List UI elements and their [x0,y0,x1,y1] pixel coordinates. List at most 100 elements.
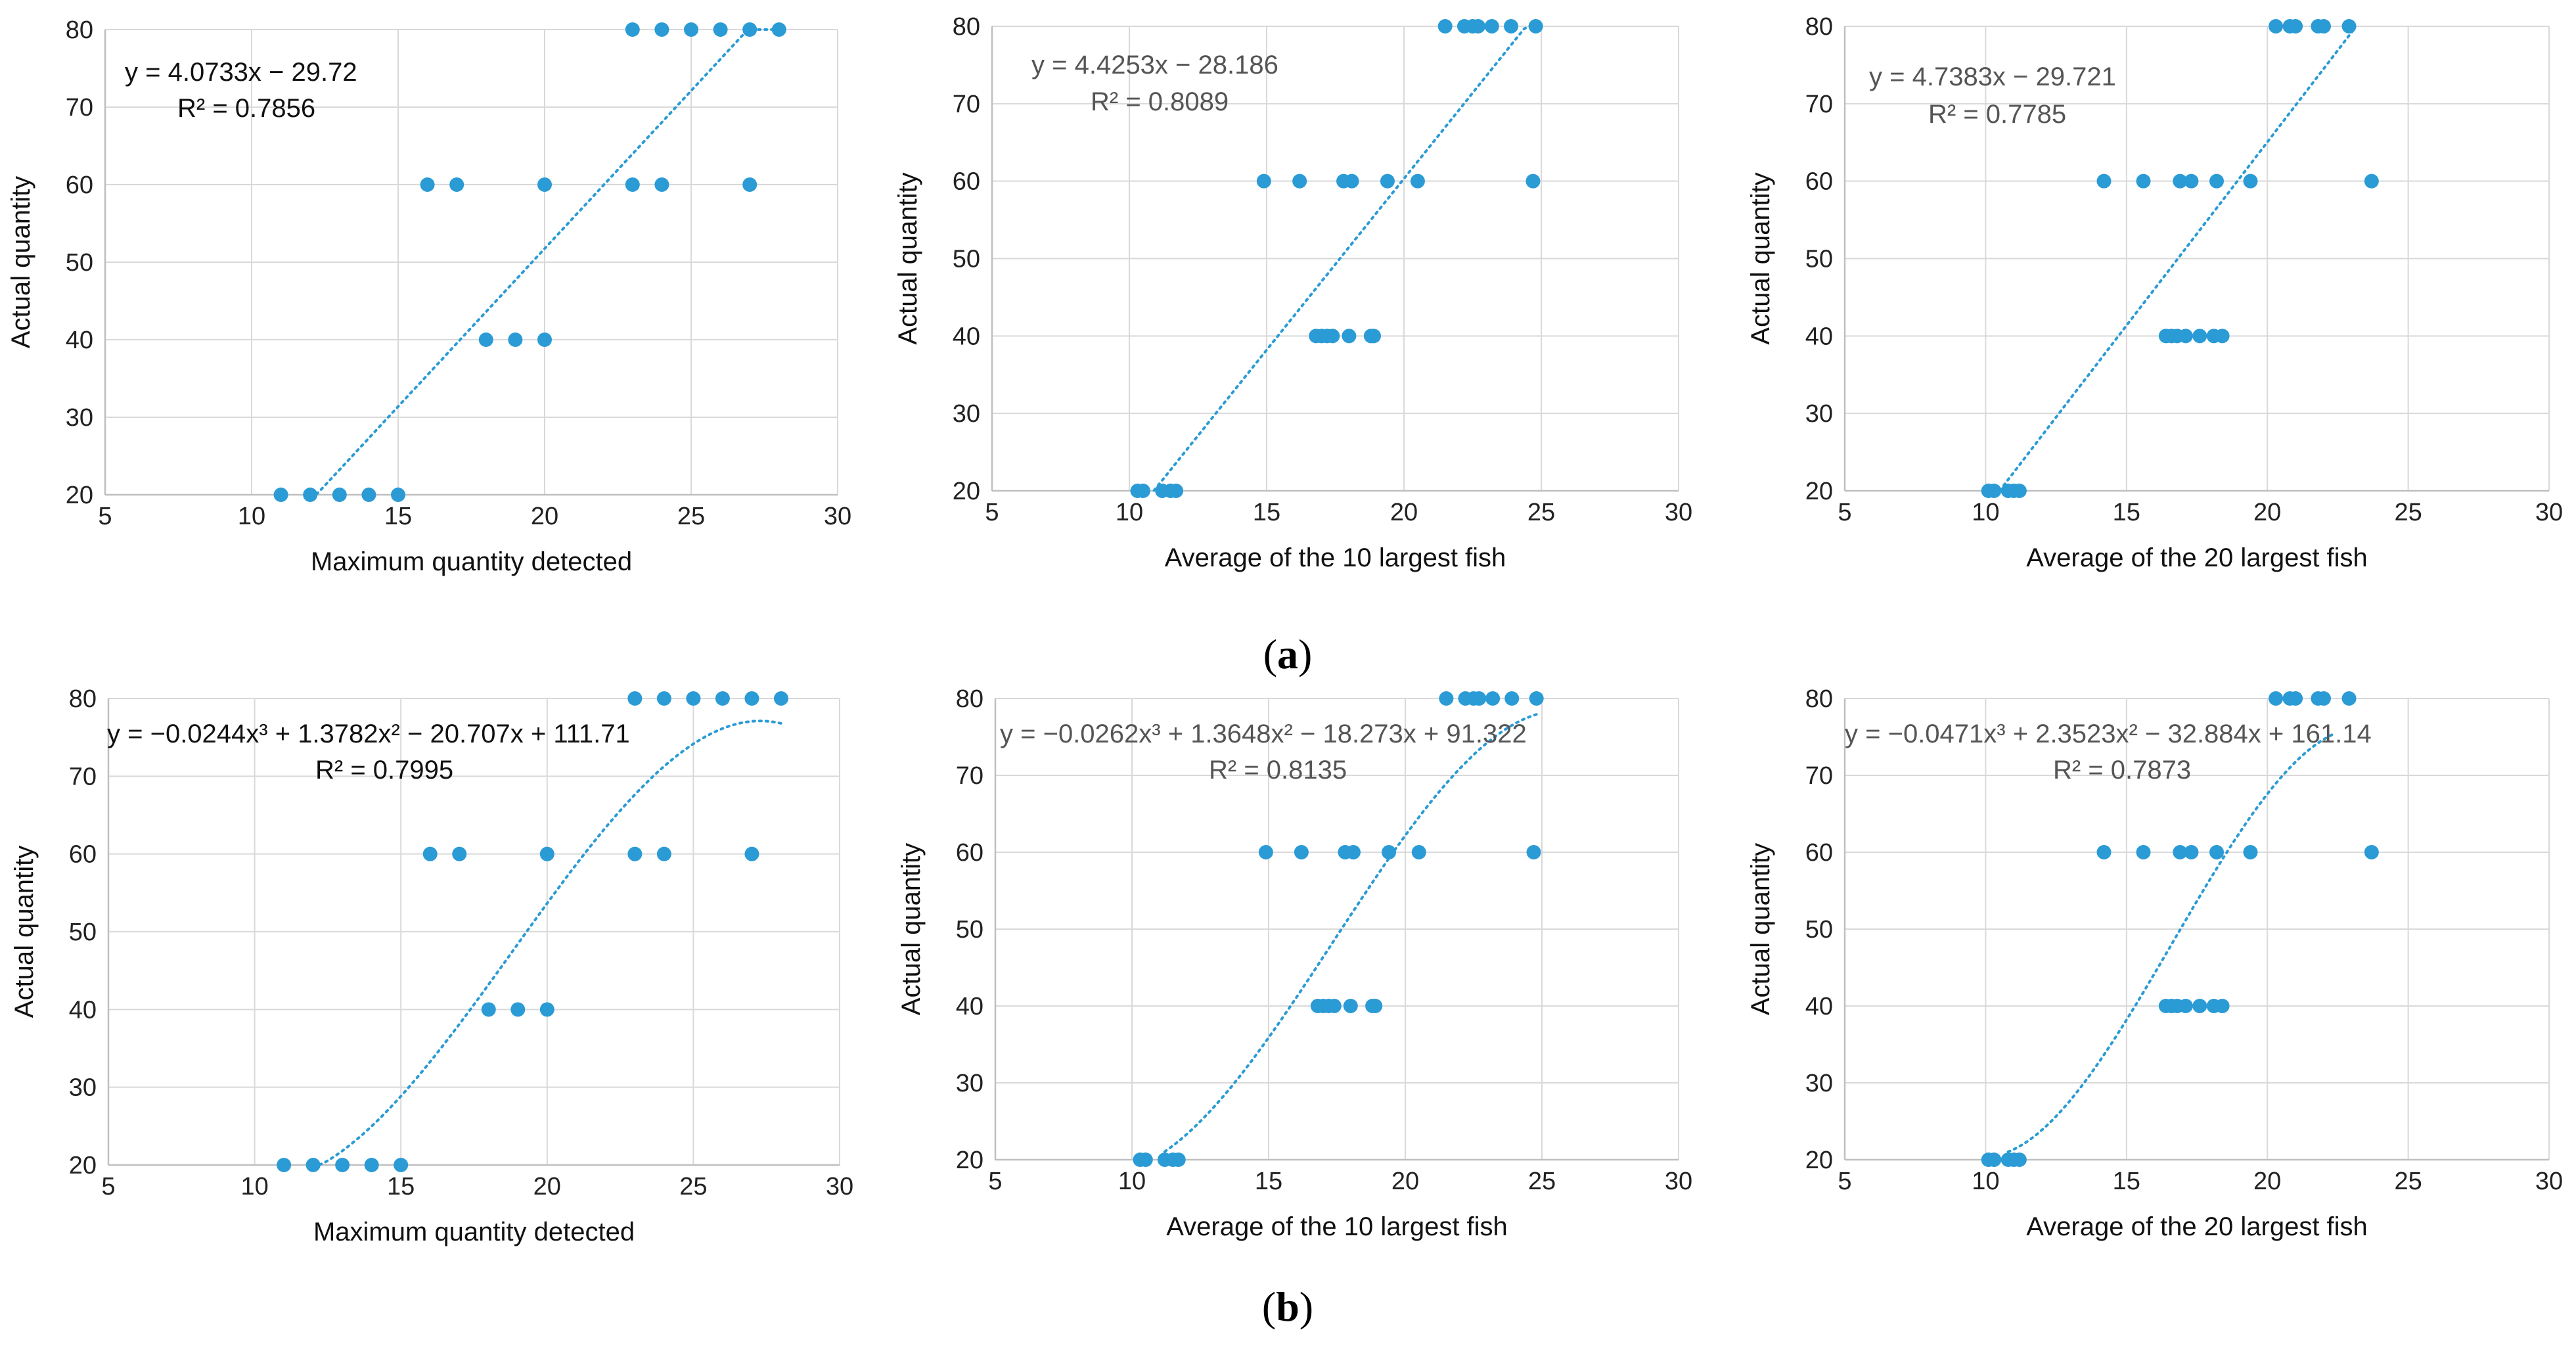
data-point [2364,173,2379,189]
x-tick-label: 30 [826,1173,853,1200]
data-point [1484,19,1499,34]
x-axis-title: Average of the 10 largest fish [1165,543,1506,572]
data-point [1258,845,1273,859]
x-tick-label: 30 [1665,1168,1692,1195]
data-point [1504,19,1519,34]
data-point [481,1002,496,1017]
data-point [1987,1153,2002,1167]
data-point [1411,845,1426,859]
y-tick-label: 30 [953,400,980,428]
y-tick-label: 70 [1805,762,1833,790]
data-point [1169,484,1184,498]
trendline-equation: y = −0.0471x³ + 2.3523x² − 32.884x + 161… [1845,719,2372,748]
data-point [2184,173,2199,189]
data-point [1437,19,1453,34]
data-point [625,177,640,192]
data-point [1470,19,1485,34]
r-squared-label: R² = 0.7995 [315,756,453,785]
data-point [1294,845,1309,859]
trendline-linear [309,28,775,496]
x-tick-label: 30 [2535,1168,2563,1195]
y-tick-label: 70 [956,762,983,790]
y-axis-title: Actual quantity [1746,843,1775,1015]
data-point [656,691,671,706]
x-tick-label: 5 [98,503,112,530]
y-tick-label: 40 [66,327,93,354]
data-point [1528,19,1543,34]
data-point [1342,329,1357,344]
data-point [656,846,671,861]
x-tick-label: 10 [240,1173,268,1200]
data-point [1504,691,1520,706]
data-point [1344,173,1359,189]
data-point [508,332,523,347]
data-point [1472,691,1487,706]
chart-a2: 5 10 15 20 25 30 20 30 40 50 60 70 80 y = 4.4253x − 2… [893,13,1692,572]
data-point [2192,999,2207,1013]
y-tick-label: 60 [1805,168,1833,196]
data-point [2243,845,2258,859]
chart-b3: 5 10 15 20 25 30 20 30 40 50 60 70 80 y = −0.0471x³ +… [1746,685,2563,1241]
data-point [2316,691,2331,706]
data-point [2192,329,2207,344]
data-point [2215,999,2230,1013]
x-tick-label: 25 [1527,499,1555,526]
y-tick-label: 70 [953,91,980,118]
y-tick-label: 50 [1805,246,1833,273]
data-point [1368,999,1383,1013]
y-tick-label: 80 [69,685,97,713]
data-point [478,332,493,347]
x-tick-label: 10 [1972,1168,1999,1195]
data-point [1526,845,1541,859]
x-tick-label: 15 [1255,1168,1282,1195]
y-tick-label: 70 [1805,91,1833,118]
data-point [420,177,435,192]
trendline-cubic [2006,733,2334,1153]
y-tick-label: 20 [956,1147,983,1174]
x-tick-label: 25 [1528,1168,1556,1195]
trendline-cubic [311,719,782,1166]
y-tick-label: 40 [1805,323,1833,350]
data-point [2209,173,2225,189]
data-point [2288,691,2303,706]
data-point [2012,1153,2027,1167]
y-tick-label: 30 [66,404,93,432]
y-tick-label: 40 [1805,993,1833,1020]
y-tick-label: 30 [1805,400,1833,428]
data-point [1326,999,1342,1013]
data-point [364,1158,379,1172]
trendline-equation: y = 4.0733x − 29.72 [125,58,357,87]
x-tick-label: 30 [824,503,851,530]
data-point [627,846,643,861]
x-tick-label: 30 [1665,499,1692,526]
y-tick-label: 80 [953,13,980,41]
x-tick-label: 5 [101,1173,115,1200]
data-point [539,1002,554,1017]
x-tick-label: 20 [533,1173,561,1200]
y-tick-label: 50 [1805,916,1833,944]
r-squared-label: R² = 0.8135 [1209,756,1347,785]
y-tick-label: 50 [953,246,980,273]
y-tick-label: 50 [66,249,93,277]
data-point [394,1158,409,1172]
x-tick-label: 10 [1118,1168,1146,1195]
panel-label-a-letter: a [1277,631,1298,677]
trendline-linear [1998,27,2357,492]
r-squared-label: R² = 0.8089 [1091,87,1229,116]
data-point [1256,173,1271,189]
x-tick-label: 20 [2253,499,2281,526]
trendline-equation: y = −0.0244x³ + 1.3782x² − 20.707x + 111… [107,719,630,748]
y-tick-label: 80 [1805,685,1833,713]
y-tick-label: 40 [953,323,980,350]
data-point [1485,691,1501,706]
y-axis-title: Actual quantity [7,176,35,348]
y-tick-label: 40 [956,993,983,1020]
data-point [361,488,376,502]
chart-b2: 5 10 15 20 25 30 20 30 40 50 60 70 80 y = −0.0262x³ +… [897,685,1692,1241]
y-tick-label: 40 [69,996,97,1024]
panel-label-b-letter: b [1276,1283,1299,1330]
data-point [2215,329,2230,344]
x-tick-label: 5 [985,499,999,526]
data-point [2269,691,2284,706]
